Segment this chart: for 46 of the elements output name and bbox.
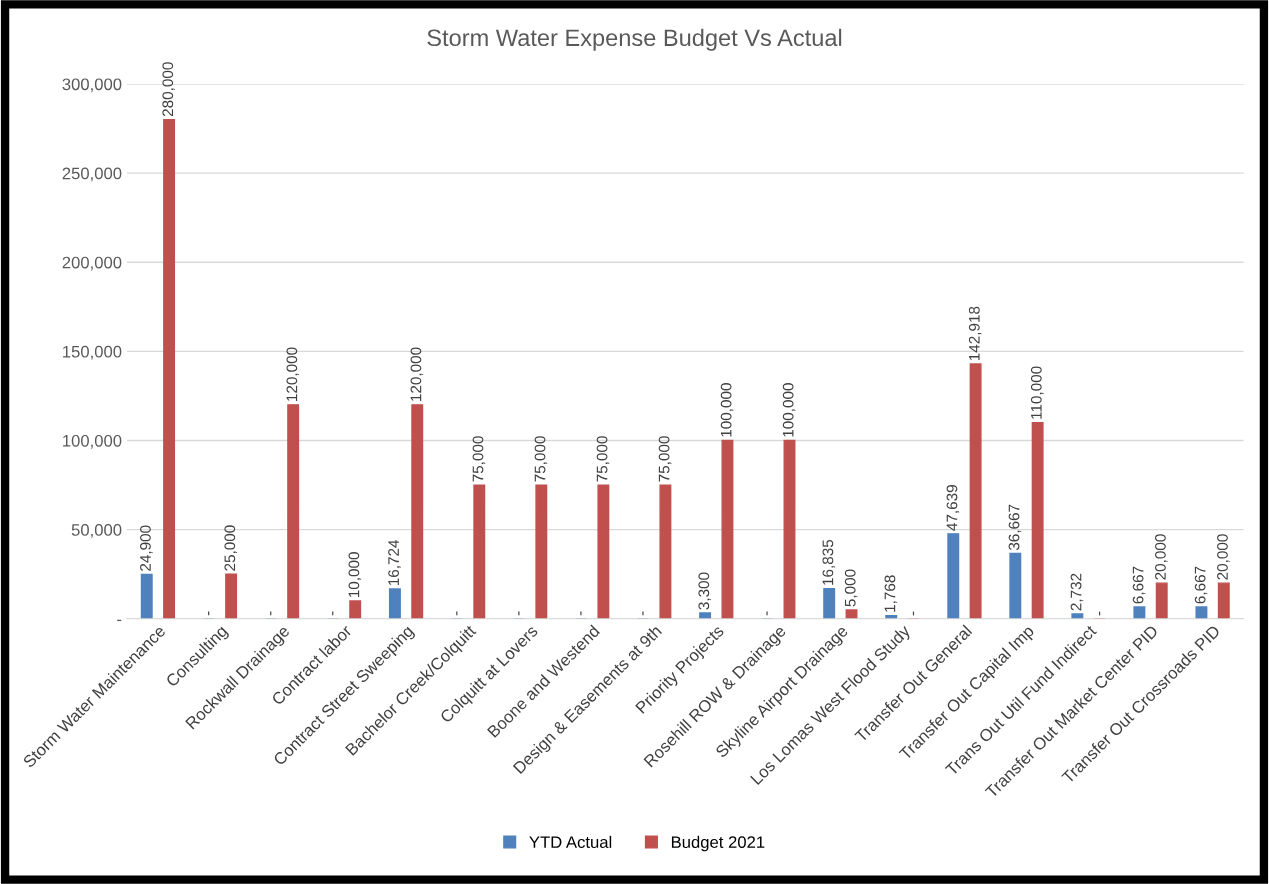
legend-label: YTD Actual bbox=[529, 835, 612, 849]
y-tick-label: 250,000 bbox=[62, 167, 122, 182]
y-tick-label: 50,000 bbox=[71, 524, 122, 538]
data-label: 24,900 bbox=[140, 525, 153, 571]
data-label: 6,667 bbox=[1194, 566, 1208, 604]
data-label: 5,000 bbox=[844, 569, 858, 607]
data-label: 2,732 bbox=[1070, 573, 1084, 611]
data-label: 75,000 bbox=[596, 436, 610, 482]
data-label: 1,768 bbox=[884, 575, 898, 612]
data-label: 120,000 bbox=[286, 347, 300, 401]
data-label: 3,300 bbox=[698, 572, 712, 610]
data-label: 20,000 bbox=[1155, 534, 1168, 580]
data-label: 36,667 bbox=[1008, 504, 1022, 551]
data-label: 75,000 bbox=[534, 436, 548, 482]
data-label: - bbox=[518, 611, 520, 616]
data-label: - bbox=[332, 611, 334, 616]
data-label: 280,000 bbox=[162, 62, 175, 117]
chart-title: Storm Water Expense Budget Vs Actual bbox=[427, 28, 842, 51]
data-label: - bbox=[270, 611, 272, 616]
data-label: 100,000 bbox=[782, 383, 796, 437]
data-label: 75,000 bbox=[472, 436, 486, 482]
data-label: - bbox=[456, 611, 458, 616]
y-tick-label: 300,000 bbox=[62, 78, 122, 93]
data-label: 10,000 bbox=[348, 552, 362, 598]
y-tick-label: 200,000 bbox=[62, 256, 122, 271]
data-label: 47,639 bbox=[946, 485, 960, 531]
data-label: 16,835 bbox=[822, 539, 836, 585]
data-label: 16,724 bbox=[388, 539, 401, 586]
y-tick-label: 100,000 bbox=[63, 434, 122, 449]
y-tick-label: - bbox=[117, 619, 122, 622]
data-label: - bbox=[208, 611, 210, 616]
data-label: 100,000 bbox=[720, 383, 734, 437]
data-label: 75,000 bbox=[658, 436, 672, 482]
data-label: - bbox=[642, 611, 644, 616]
data-label: 142,918 bbox=[968, 306, 982, 361]
y-tick-label: 150,000 bbox=[63, 345, 122, 360]
legend-label: Budget 2021 bbox=[671, 835, 765, 852]
data-label: - bbox=[766, 611, 768, 616]
data-label: - bbox=[912, 611, 915, 616]
data-label: 120,000 bbox=[410, 347, 424, 401]
data-label: - bbox=[580, 611, 582, 616]
data-label: - bbox=[1098, 611, 1101, 616]
data-label: 20,000 bbox=[1217, 534, 1230, 580]
data-label: 25,000 bbox=[224, 525, 238, 571]
data-label: 110,000 bbox=[1030, 366, 1044, 419]
data-label: 6,667 bbox=[1132, 566, 1146, 604]
